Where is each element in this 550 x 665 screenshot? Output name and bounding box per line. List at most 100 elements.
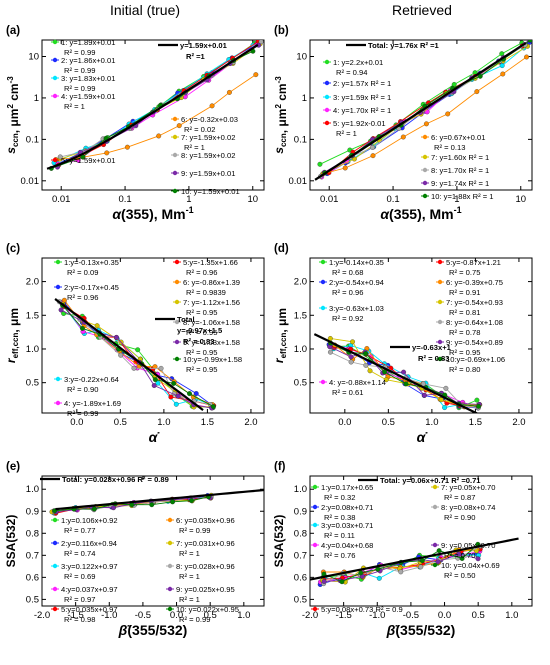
legend-r2: R² = 1 xyxy=(179,549,200,558)
legend-marker xyxy=(422,134,428,140)
data-point-series-8 xyxy=(258,40,264,45)
x-tick-label: 10 xyxy=(247,194,258,205)
legend-r2: R² = 0.95 xyxy=(449,348,480,357)
series-group xyxy=(49,488,264,516)
legend-r2: R² = 1 xyxy=(179,572,200,581)
legend-marker xyxy=(432,484,438,490)
x-tick-label: -1.5 xyxy=(335,610,351,621)
legend-r2: R² = 1 xyxy=(179,595,200,604)
legend-r2: R² = 0.13 xyxy=(434,143,465,152)
data-point-series-10 xyxy=(170,499,176,505)
legend-marker xyxy=(422,167,428,173)
x-tick-label: 0.5 xyxy=(382,417,395,428)
legend-entry: 7: y=-1.12x+1.56 xyxy=(183,298,240,307)
legend-marker xyxy=(172,134,178,140)
legend-total-equation: y=-0.97x+1.5 xyxy=(177,326,223,335)
data-point-series-10 xyxy=(358,570,364,576)
legend-r2: R² = 0.99 xyxy=(179,615,210,624)
data-point-series-1 xyxy=(135,347,141,353)
legend-r2: R² = 1 xyxy=(64,102,85,111)
y-tick-label: 0.5 xyxy=(294,378,307,389)
legend-r2: R² = 0.61 xyxy=(332,388,363,397)
x-tick-label: 10 xyxy=(515,194,526,205)
legend-entry: 1:y=-0.14x+0.35 xyxy=(329,258,384,267)
legend-marker xyxy=(437,356,443,362)
y-axis-label: reff,ccn, μm xyxy=(272,308,289,363)
y-tick-label: 10 xyxy=(296,51,307,62)
series-group xyxy=(313,333,483,413)
legend-entry: 8: y=0.08x+0.74 xyxy=(441,503,495,512)
legend-r2: R² = 0.95 xyxy=(186,348,217,357)
legend-marker xyxy=(437,319,443,325)
data-point-series-6 xyxy=(370,153,376,159)
legend-marker xyxy=(312,484,318,490)
legend-entry: 4: y=1.70x R² = 1 xyxy=(333,106,391,115)
data-point-series-10 xyxy=(187,391,192,397)
legend-r2: R² = 0.90 xyxy=(444,513,475,522)
legend-entry: 7: y=-0.54x+0.93 xyxy=(446,298,503,307)
data-point-series-7 xyxy=(383,377,389,383)
legend-entry: 9: y=1.74x R² = 1 xyxy=(431,179,489,188)
legend-r2: R² = 0.68 xyxy=(332,268,363,277)
legend-entry: 8: y=-1.06x+1.58 xyxy=(183,318,240,327)
x-tick-label: -1.5 xyxy=(67,610,83,621)
data-point-series-8 xyxy=(348,359,354,365)
legend-entry: 7: y=1.60x R² = 1 xyxy=(431,153,489,162)
legend-entry: 2:y=-0.17x+0.45 xyxy=(64,283,119,292)
data-point-series-6 xyxy=(474,89,480,95)
legend-entry: 10: y=1.59x+0.01 xyxy=(181,187,240,196)
x-tick-label: -2.0 xyxy=(34,610,50,621)
legend-entry: 5:y=-0.87x+1.21 xyxy=(446,258,501,267)
y-tick-label: 0.8 xyxy=(294,528,307,539)
legend-marker xyxy=(52,563,58,569)
legend-total-r2: R² =1 xyxy=(186,52,206,61)
legend-entry: 5: y=1.59x+0.01 xyxy=(61,156,115,165)
panel-label: (e) xyxy=(6,461,20,473)
data-point-series-8 xyxy=(418,564,424,570)
legend-entry: 9: y=-1.03x+1.58 xyxy=(183,338,240,347)
legend-entry: 2: y=1.57x R² = 1 xyxy=(333,79,391,88)
legend-marker xyxy=(55,259,61,265)
y-tick-label: 1.5 xyxy=(26,310,39,321)
data-point-series-7 xyxy=(350,339,355,345)
legend-marker xyxy=(312,522,318,528)
data-point-series-10 xyxy=(436,548,442,554)
data-point-series-8 xyxy=(118,352,124,358)
data-point-series-10 xyxy=(339,579,345,585)
legend-entry: 9: y=-0.54x+0.89 xyxy=(446,338,503,347)
legend-entry: 6: y=-0.86x+1.39 xyxy=(183,278,240,287)
data-point-series-2 xyxy=(193,391,199,396)
legend-marker xyxy=(52,606,58,612)
y-tick-label: 1 xyxy=(302,93,307,104)
data-point-series-10 xyxy=(91,506,97,512)
x-tick-label: 0.5 xyxy=(114,417,127,428)
data-point-series-8 xyxy=(370,145,376,150)
legend-r2: R² = 0.96 xyxy=(67,293,98,302)
panel-label: (f) xyxy=(274,461,286,473)
legend-marker xyxy=(324,94,330,100)
legend-marker xyxy=(422,154,428,160)
y-tick-label: 0.7 xyxy=(294,550,307,561)
data-point-series-6 xyxy=(226,89,232,95)
legend-entry: 9: y=0.05x+0.70 xyxy=(441,541,495,550)
plot-frame xyxy=(309,475,533,607)
legend-entry: 5: y=1.92x-0.01 xyxy=(333,119,386,128)
legend-entry: 6: y=0.035x+0.96 xyxy=(176,516,235,525)
data-point-series-9 xyxy=(114,334,119,340)
data-point-series-9 xyxy=(348,354,354,360)
data-point-series-6 xyxy=(209,103,215,109)
legend-r2: R² = 0.9839 xyxy=(186,288,226,297)
legend-r2: R² = 0.95 xyxy=(186,308,217,317)
legend-total-label: Total: y=1.76x R² =1 xyxy=(368,41,440,50)
legend-entry: 2: y=1.86x+0.01 xyxy=(61,56,115,65)
data-point-series-1 xyxy=(317,161,323,167)
panel-b: 0.01 0.1 1 10 0.01 0.1 1 10 (b) α(355), Mm-1 sccn,… xyxy=(272,25,533,222)
legend-entry: 7: y=1.59x+0.02 xyxy=(181,133,235,142)
legend-r2: R² = 1 xyxy=(184,143,205,152)
legend-marker xyxy=(167,586,173,592)
legend-marker xyxy=(320,279,326,285)
legend-marker xyxy=(320,259,326,265)
legend-marker xyxy=(312,606,318,612)
y-tick-label: 0.1 xyxy=(26,134,39,145)
